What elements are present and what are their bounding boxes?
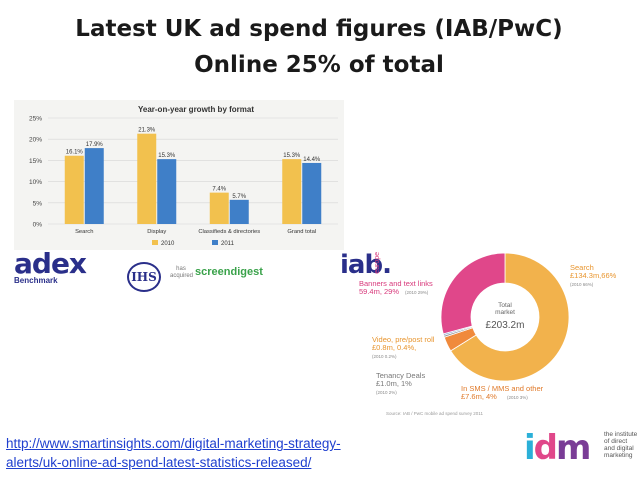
bar-value-label: 7.4% xyxy=(212,187,226,193)
donut-slice-sublabel: (2010 29%) xyxy=(405,290,429,295)
bar-value-label: 17.9% xyxy=(86,142,104,148)
donut-slice-label: £0.8m, 0.4%, xyxy=(372,343,416,352)
idm-logo-tagline: the institute of direct and digital mark… xyxy=(604,431,638,459)
donut-slice-label: In SMS / MMS and other xyxy=(461,384,544,393)
bar-2011 xyxy=(302,162,322,224)
bar-value-label: 15.3% xyxy=(283,153,301,159)
bar-value-label: 16.1% xyxy=(66,150,84,156)
donut-slice-sublabel: (2010 0.2%) xyxy=(372,354,397,359)
iab-logo-text: iab. xyxy=(340,250,392,280)
bar-chart-ytick-label: 5% xyxy=(33,200,43,207)
ihs-logo: IHS xyxy=(127,262,161,292)
bar-value-label: 5.7% xyxy=(232,194,246,200)
bar-chart-category-label: Classifieds & directories xyxy=(198,229,260,235)
bar-2010 xyxy=(282,159,302,224)
market-share-donut-chart: Total £203.2m Search£134.3m,66% (2010 66%… xyxy=(359,252,617,416)
donut-slice-sublabel: (2010 2%) xyxy=(376,390,397,395)
donut-center-label: Total xyxy=(498,302,512,309)
bar-value-label: 15.3% xyxy=(158,153,176,159)
bar-chart-ytick-label: 20% xyxy=(29,137,42,144)
adex-logo-subtext: Benchmark xyxy=(14,276,58,285)
legend-swatch-2010 xyxy=(152,240,158,245)
donut-slice-label: £7.6m, 4% xyxy=(461,392,497,401)
bar-value-label: 14.4% xyxy=(303,157,321,163)
donut-slice-sublabel: (2010 66%) xyxy=(570,282,594,287)
bar-2010 xyxy=(209,192,229,224)
has-acquired-label: has acquired xyxy=(170,266,194,279)
legend-label-2011: 2011 xyxy=(221,241,235,247)
adex-benchmark-logo: adex Benchmark xyxy=(14,247,87,286)
idm-logo-m: m xyxy=(556,428,591,468)
source-link[interactable]: http://www.smartinsights.com/digital-mar… xyxy=(6,434,426,472)
donut-slice-label: £1.0m, 1% xyxy=(376,379,412,388)
source-link-line2[interactable]: alerts/uk-online-ad-spend-latest-statist… xyxy=(6,455,312,470)
donut-slice-label: £134.3m,66% xyxy=(570,271,617,280)
legend-label-2010: 2010 xyxy=(161,241,175,247)
bar-2011 xyxy=(157,159,177,224)
adex-logo-text: adex xyxy=(14,247,87,280)
donut-slice-label: Tenancy Deals xyxy=(376,371,425,380)
idm-logo-d: d xyxy=(533,428,558,468)
bar-chart-title: Year-on-year growth by format xyxy=(138,105,254,114)
bar-chart-category-label: Display xyxy=(147,229,166,235)
bar-2010 xyxy=(64,155,84,224)
donut-center-label-line2: market xyxy=(495,309,515,316)
slide-title: Latest UK ad spend figures (IAB/PwC) xyxy=(75,16,563,42)
legend-swatch-2011 xyxy=(212,240,218,245)
slide-subtitle: Online 25% of total xyxy=(194,52,444,78)
donut-slice-sublabel: (2010 3%) xyxy=(507,395,528,400)
idm-logo-i: i xyxy=(524,428,536,468)
donut-slice xyxy=(440,252,506,335)
bar-2011 xyxy=(84,148,104,224)
bar-2010 xyxy=(137,133,157,224)
bar-value-label: 21.3% xyxy=(138,128,156,134)
bar-chart-ytick-label: 15% xyxy=(29,158,42,165)
donut-slice xyxy=(450,252,570,382)
donut-center-value: £203.2m xyxy=(486,320,525,331)
donut-source-note: Source: IAB / PwC mobile ad spend survey… xyxy=(386,411,483,416)
source-link-line1[interactable]: http://www.smartinsights.com/digital-mar… xyxy=(6,436,341,451)
donut-slice-label: Video, pre/post roll xyxy=(372,335,435,344)
donut-slice-label: 59.4m, 29% xyxy=(359,287,399,296)
idm-logo-text: idm xyxy=(524,428,591,468)
bar-chart-ytick-label: 0% xyxy=(33,222,43,229)
bar-2011 xyxy=(229,199,249,224)
screendigest-logo: screendigest xyxy=(195,266,263,278)
iab-europe-logo: iab. europe xyxy=(340,250,392,280)
bar-chart-category-label: Grand total xyxy=(287,229,316,235)
donut-slice-label: Search xyxy=(570,263,594,272)
bar-chart-ytick-label: 10% xyxy=(29,179,42,186)
donut-slice-label: Banners and text links xyxy=(359,279,433,288)
growth-bar-chart: Year-on-year growth by format 0% 5% 10% 15%… xyxy=(14,100,344,250)
bar-chart-category-label: Search xyxy=(75,229,93,235)
idm-logo: idm the institute of direct and digital … xyxy=(524,428,637,468)
bar-chart-ytick-label: 25% xyxy=(29,116,42,123)
